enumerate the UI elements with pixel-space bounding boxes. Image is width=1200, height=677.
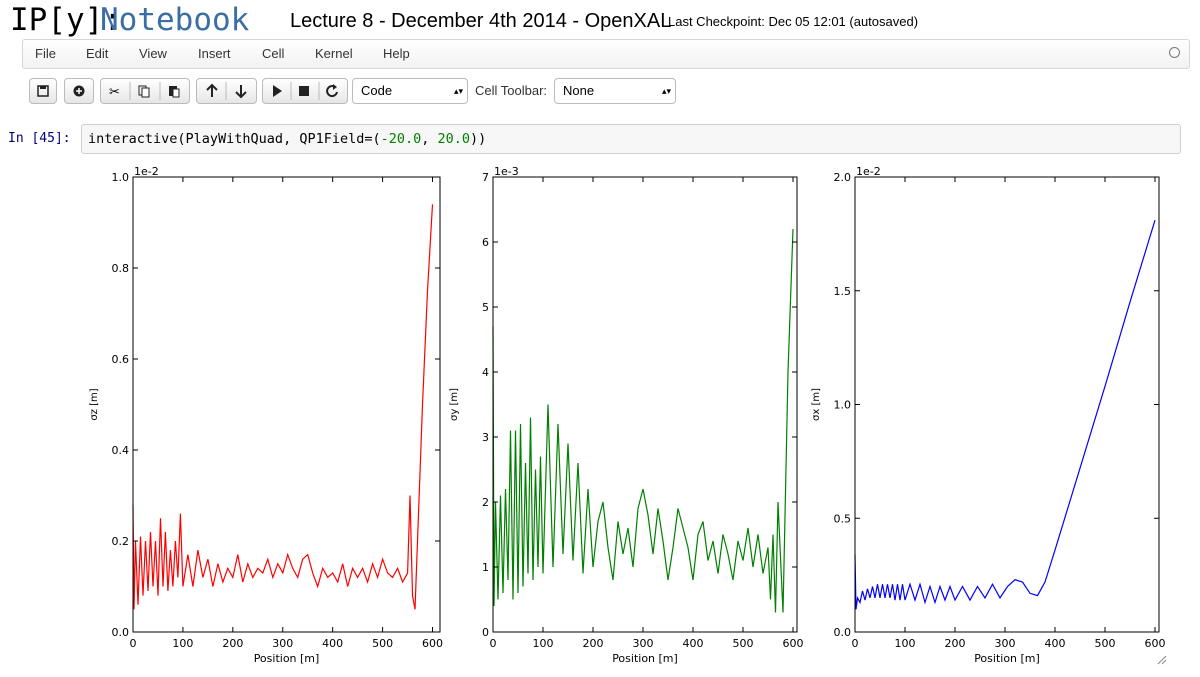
- x-tick-label: 200: [583, 637, 604, 650]
- code-text: ,: [421, 131, 438, 147]
- data-line: [854, 220, 1156, 610]
- menu-item[interactable]: Kernel: [315, 46, 353, 61]
- resize-grip: [1157, 655, 1167, 665]
- code-number: 20.0: [437, 131, 471, 147]
- x-tick-label: 0: [852, 637, 859, 650]
- y-tick-label: 0.5: [834, 512, 852, 525]
- data-line: [492, 228, 794, 613]
- cell-toolbar-label: Cell Toolbar:: [475, 83, 548, 98]
- y-tick-label: 3: [482, 431, 489, 444]
- x-tick-label: 500: [733, 637, 754, 650]
- x-tick-label: 300: [272, 637, 293, 650]
- logo-word[interactable]: Notebook: [100, 2, 250, 38]
- x-tick-label: 100: [533, 637, 554, 650]
- y-tick-label: 1.0: [834, 399, 852, 412]
- x-axis-label: Position [m]: [612, 652, 678, 665]
- y-tick-label: 0.6: [112, 353, 130, 366]
- x-axis-label: Position [m]: [254, 652, 320, 665]
- y-tick-label: 0.0: [834, 626, 852, 639]
- y-axis-label: σz [m]: [89, 388, 100, 420]
- x-tick-label: 200: [222, 637, 243, 650]
- cell-type: Code: [361, 83, 393, 98]
- plot-frame: [492, 176, 798, 633]
- y-tick-label: 4: [482, 366, 489, 379]
- y-tick-label: 1: [482, 561, 489, 574]
- y-tick-label: 0: [482, 626, 489, 639]
- x-tick-label: 400: [322, 637, 343, 650]
- x-tick-label: 300: [995, 637, 1016, 650]
- y-tick-label: 2: [482, 496, 489, 509]
- x-tick-label: 400: [1045, 637, 1066, 650]
- y-axis-label: σx [m]: [811, 388, 822, 421]
- y-tick-label: 7: [482, 171, 489, 184]
- x-tick-label: 100: [895, 637, 916, 650]
- svg-text:✂: ✂: [109, 85, 120, 100]
- y-tick-label: 1.0: [112, 171, 130, 184]
- x-tick-label: 600: [1145, 637, 1166, 650]
- x-tick-label: 600: [422, 637, 443, 650]
- data-line: [132, 204, 434, 610]
- cell-type-select[interactable]: Code ▴▾: [352, 78, 468, 104]
- offset-label: 1e-3: [494, 165, 519, 178]
- x-tick-label: 200: [945, 637, 966, 650]
- kernel-indicator: [1169, 47, 1180, 58]
- x-tick-label: 100: [172, 637, 193, 650]
- offset-label: 1e-2: [134, 165, 159, 178]
- code-cell[interactable]: interactive(PlayWithQuad, QP1Field=(-20.…: [81, 124, 1181, 154]
- x-axis-label: Position [m]: [974, 652, 1040, 665]
- code-text: )): [470, 131, 487, 147]
- x-tick-label: 0: [490, 637, 497, 650]
- y-tick-label: 0.8: [112, 262, 130, 275]
- x-tick-label: 300: [633, 637, 654, 650]
- y-tick-label: 0.4: [112, 444, 130, 457]
- y-tick-label: 0.0: [112, 626, 130, 639]
- plot-frame: [132, 176, 441, 633]
- menu-item[interactable]: File: [35, 46, 56, 61]
- input-prompt: In [45]:: [8, 131, 71, 146]
- run-buttons[interactable]: [262, 78, 348, 104]
- x-tick-label: 500: [1095, 637, 1116, 650]
- y-tick-label: 1.5: [834, 285, 852, 298]
- x-tick-label: 600: [783, 637, 804, 650]
- save-button[interactable]: [29, 78, 57, 104]
- menu-item[interactable]: Help: [383, 46, 410, 61]
- menu-item[interactable]: Insert: [198, 46, 231, 61]
- code-number: -20.0: [380, 131, 422, 147]
- code-text: interactive(PlayWithQuad, QP1Field=(: [88, 131, 381, 147]
- y-tick-label: 2.0: [834, 171, 852, 184]
- y-tick-label: 5: [482, 301, 489, 314]
- menu-item[interactable]: View: [139, 46, 167, 61]
- notebook-title[interactable]: Lecture 8 - December 4th 2014 - OpenXAL: [290, 10, 672, 32]
- cell-toolbar-value: None: [563, 83, 595, 98]
- offset-label: 1e-2: [856, 165, 881, 178]
- edit-buttons[interactable]: ✂: [100, 78, 190, 104]
- plot-frame: [854, 176, 1160, 633]
- insert-button[interactable]: [64, 78, 94, 104]
- y-tick-label: 0.2: [112, 535, 130, 548]
- x-tick-label: 500: [372, 637, 393, 650]
- checkpoint: Last Checkpoint: Dec 05 12:01 (autosaved…: [668, 14, 919, 29]
- y-tick-label: 6: [482, 236, 489, 249]
- move-buttons[interactable]: [196, 78, 257, 104]
- logo[interactable]: IP[y]:: [10, 2, 122, 38]
- x-tick-label: 0: [130, 637, 137, 650]
- y-axis-label: σy [m]: [449, 388, 460, 421]
- menu-item[interactable]: Cell: [262, 46, 285, 61]
- cell-toolbar-select[interactable]: None ▴▾: [554, 78, 676, 104]
- x-tick-label: 400: [683, 637, 704, 650]
- menu-item[interactable]: Edit: [86, 46, 109, 61]
- menu-bar: [22, 39, 1190, 69]
